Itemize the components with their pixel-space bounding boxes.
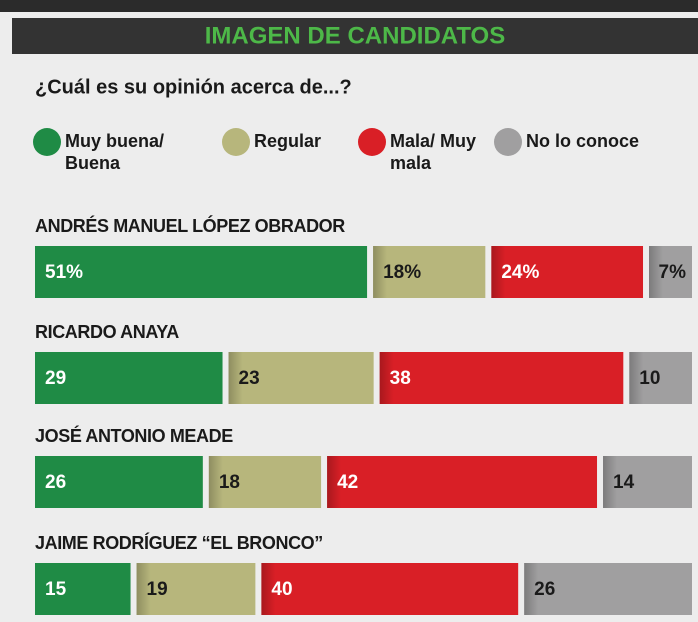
category-label: ANDRÉS MANUEL LÓPEZ OBRADOR — [35, 215, 345, 236]
bar-shade — [327, 456, 342, 508]
bar-shade — [629, 352, 644, 404]
legend-label: Muy buena/ Buena — [65, 131, 165, 173]
legend-swatch — [494, 128, 522, 156]
legend-label: Regular — [254, 131, 322, 151]
value-label: 38 — [390, 368, 411, 389]
bar-segment — [208, 456, 322, 508]
value-label: 14 — [613, 472, 635, 493]
bar-shade — [524, 563, 539, 615]
category-label: JAIME RODRÍGUEZ “EL BRONCO” — [35, 532, 323, 553]
category-label: RICARDO ANAYA — [35, 322, 179, 342]
bar-shade — [136, 563, 151, 615]
bar-shade — [649, 246, 664, 298]
bar-segment — [228, 352, 374, 404]
bar-shade — [603, 456, 618, 508]
value-label: 24% — [501, 262, 539, 283]
bar-segment — [35, 246, 368, 298]
value-label: 51% — [45, 262, 83, 283]
bar-segment — [136, 563, 256, 615]
value-label: 15 — [45, 579, 67, 600]
value-label: 18 — [219, 472, 240, 493]
bar-segment — [35, 352, 223, 404]
legend-swatch — [222, 128, 250, 156]
value-label: 18% — [383, 262, 421, 283]
bar-shade — [491, 246, 506, 298]
bar-segment — [491, 246, 644, 298]
legend-swatch — [358, 128, 386, 156]
value-label: 26 — [534, 579, 555, 600]
bar-segment — [603, 456, 692, 508]
value-label: 26 — [45, 472, 66, 493]
bar-shade — [208, 456, 223, 508]
bar-segment — [35, 563, 131, 615]
legend-label: No lo conoce — [526, 131, 640, 151]
bar-shade — [379, 352, 394, 404]
top-band — [0, 0, 698, 12]
value-label: 19 — [147, 579, 168, 600]
legend-swatch — [33, 128, 61, 156]
value-label: 7% — [659, 262, 687, 283]
subtitle: ¿Cuál es su opinión acerca de...? — [35, 76, 352, 98]
legend-label: Mala/ Muy mala — [390, 131, 477, 173]
value-label: 29 — [45, 368, 66, 389]
bar-segment — [373, 246, 486, 298]
bar-segment — [35, 456, 203, 508]
value-label: 23 — [239, 368, 260, 389]
bar-shade — [261, 563, 276, 615]
value-label: 10 — [639, 368, 660, 389]
bar-segment — [327, 456, 598, 508]
legend-item: Mala/ Muy mala — [358, 128, 490, 174]
category-label: JOSÉ ANTONIO MEADE — [35, 425, 233, 446]
chart-title: IMAGEN DE CANDIDATOS — [205, 22, 505, 49]
bar-segment — [524, 563, 692, 615]
value-label: 42 — [337, 472, 358, 493]
bar-shade — [373, 246, 388, 298]
bar-segment — [379, 352, 624, 404]
title-bar — [12, 18, 698, 54]
bar-shade — [228, 352, 243, 404]
value-label: 40 — [271, 579, 292, 600]
legend-item: Regular — [222, 128, 322, 156]
legend-item: No lo conoce — [494, 128, 640, 156]
legend-item: Muy buena/ Buena — [33, 128, 190, 174]
bar-segment — [261, 563, 519, 615]
